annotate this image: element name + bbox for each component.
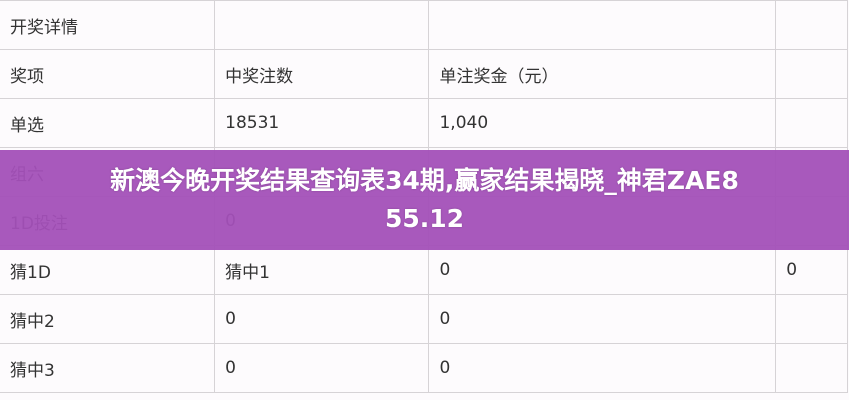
table-cell bbox=[775, 49, 848, 99]
table-cell bbox=[775, 294, 848, 344]
table-cell: 0 bbox=[214, 294, 430, 344]
table-cell bbox=[775, 343, 848, 393]
table-cell: 开奖详情 bbox=[0, 0, 216, 50]
banner-title-line2: 55.12 bbox=[384, 204, 465, 233]
table-row: 猜中3 0 0 bbox=[0, 343, 848, 393]
table-cell bbox=[428, 0, 777, 50]
table-cell: 中奖注数 bbox=[214, 49, 430, 99]
banner-title-line1: 新澳今晚开奖结果查询表34期,赢家结果揭晓_神君ZAE8 bbox=[110, 166, 739, 195]
table-cell bbox=[775, 0, 848, 50]
table-cell: 0 bbox=[428, 343, 777, 393]
table-cell: 0 bbox=[775, 245, 848, 295]
table-cell: 0 bbox=[428, 294, 777, 344]
table-cell: 0 bbox=[428, 245, 777, 295]
table-cell: 猜1D bbox=[0, 245, 216, 295]
table-row: 奖项 中奖注数 单注奖金（元） bbox=[0, 49, 848, 99]
title-banner: 新澳今晚开奖结果查询表34期,赢家结果揭晓_神君ZAE8 55.12 bbox=[0, 150, 849, 250]
table-cell: 猜中1 bbox=[214, 245, 430, 295]
table-row: 猜中2 0 0 bbox=[0, 294, 848, 344]
table-row: 单选 18531 1,040 bbox=[0, 98, 848, 148]
table-cell bbox=[214, 0, 430, 50]
table-cell: 奖项 bbox=[0, 49, 216, 99]
table-header-row: 开奖详情 bbox=[0, 0, 848, 50]
table-cell: 单选 bbox=[0, 98, 216, 148]
table-cell: 1,040 bbox=[428, 98, 777, 148]
table-cell: 0 bbox=[214, 343, 430, 393]
table-cell: 单注奖金（元） bbox=[428, 49, 777, 99]
table-cell: 18531 bbox=[214, 98, 430, 148]
table-cell: 猜中3 bbox=[0, 343, 216, 393]
table-cell bbox=[775, 98, 848, 148]
table-row: 猜1D 猜中1 0 0 bbox=[0, 245, 848, 295]
table-cell: 猜中2 bbox=[0, 294, 216, 344]
